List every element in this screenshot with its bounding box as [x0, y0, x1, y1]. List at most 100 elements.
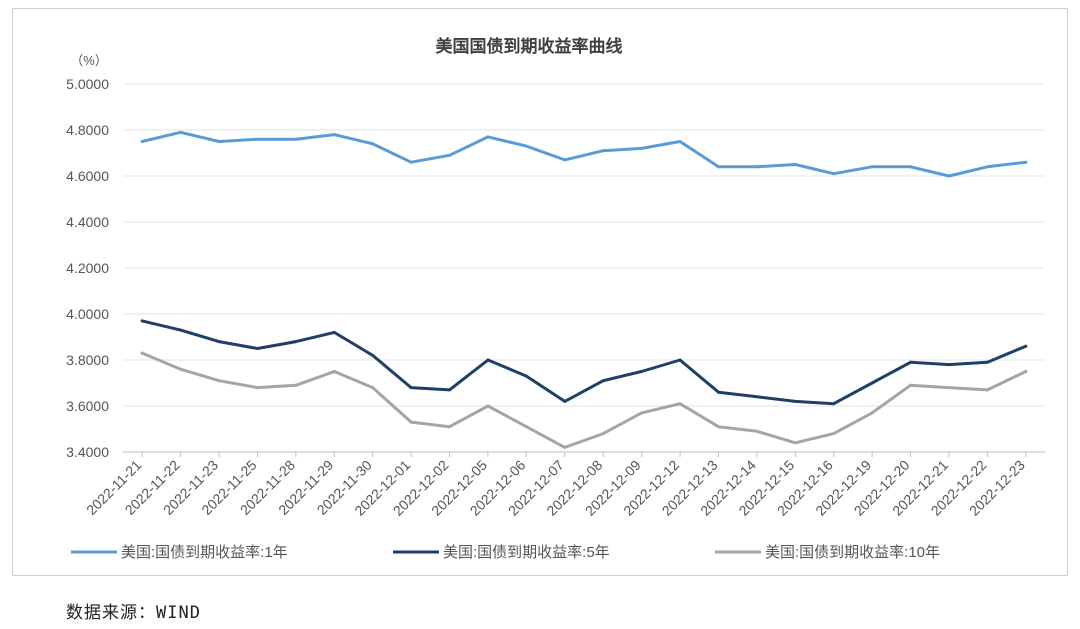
- data-point: [985, 165, 989, 169]
- data-point: [409, 420, 413, 424]
- data-point: [179, 130, 183, 134]
- data-point: [1024, 370, 1028, 373]
- data-point: [524, 425, 528, 429]
- chart-frame: 美国国债到期收益率曲线 （%） 5.0000 4.8000 4.6000 4.4000…: [12, 8, 1068, 576]
- series-lines: [140, 130, 1028, 449]
- data-point: [985, 360, 989, 364]
- line-chart: 美国国债到期收益率曲线 （%） 5.0000 4.8000 4.6000 4.4000…: [66, 36, 1045, 561]
- y-tick-label: 3.8000: [66, 352, 109, 368]
- y-tick-label: 3.4000: [66, 444, 109, 460]
- data-point: [832, 172, 836, 176]
- data-point: [870, 165, 874, 169]
- data-point: [985, 388, 989, 392]
- data-point: [678, 402, 682, 406]
- y-tick-label: 4.0000: [66, 306, 109, 322]
- data-point: [716, 390, 720, 394]
- data-point: [601, 432, 605, 436]
- data-point: [371, 142, 375, 146]
- series-line-1: [140, 130, 1028, 178]
- data-point: [563, 445, 567, 449]
- y-tick-label: 4.4000: [66, 214, 109, 230]
- data-point: [1024, 160, 1028, 164]
- data-point: [755, 395, 759, 399]
- data-point: [294, 340, 298, 344]
- data-point: [448, 388, 452, 392]
- data-point: [179, 367, 183, 371]
- data-point: [294, 137, 298, 141]
- data-point: [832, 432, 836, 436]
- data-point: [755, 429, 759, 433]
- data-point: [909, 383, 913, 387]
- data-point: [716, 165, 720, 169]
- data-point: [140, 140, 144, 143]
- y-tick-label: 4.6000: [66, 168, 109, 184]
- legend-label: 美国:国债到期收益率:10年: [765, 544, 940, 561]
- data-point: [179, 328, 183, 332]
- data-point: [217, 379, 221, 383]
- data-point: [793, 441, 797, 445]
- data-point: [255, 386, 259, 390]
- legend-item: 美国:国债到期收益率:1年: [71, 544, 288, 561]
- data-point: [409, 160, 413, 164]
- data-point: [563, 158, 567, 162]
- legend: 美国:国债到期收益率:1年 美国:国债到期收益率:5年 美国:国债到期收益率:10年: [71, 544, 940, 561]
- data-point: [601, 149, 605, 153]
- y-axis-ticks: 5.0000 4.8000 4.6000 4.4000 4.2000 4.0000 3.80…: [66, 76, 109, 460]
- data-point: [947, 174, 951, 178]
- y-tick-label: 3.6000: [66, 398, 109, 414]
- data-point: [140, 319, 144, 323]
- legend-item: 美国:国债到期收益率:5年: [393, 544, 610, 561]
- data-point: [947, 363, 951, 367]
- source-note: 数据来源：WIND: [66, 603, 201, 623]
- data-point: [601, 379, 605, 383]
- data-point: [524, 374, 528, 378]
- data-point: [486, 404, 490, 408]
- y-tick-label: 4.2000: [66, 260, 109, 276]
- data-point: [294, 383, 298, 387]
- series-line-3: [140, 351, 1028, 449]
- data-point: [640, 146, 644, 150]
- data-point: [332, 330, 336, 334]
- data-point: [563, 399, 567, 403]
- data-point: [870, 411, 874, 415]
- data-point: [1024, 344, 1028, 348]
- data-point: [678, 358, 682, 362]
- y-tick-label: 5.0000: [66, 76, 109, 92]
- data-point: [486, 135, 490, 139]
- data-point: [909, 360, 913, 364]
- data-point: [524, 144, 528, 148]
- data-point: [870, 381, 874, 385]
- data-point: [371, 386, 375, 390]
- data-point: [716, 425, 720, 429]
- y-axis-unit: （%）: [70, 53, 108, 68]
- data-point: [486, 358, 490, 362]
- data-point: [255, 137, 259, 141]
- data-point: [217, 140, 221, 143]
- series-line-2: [140, 319, 1028, 406]
- data-point: [448, 153, 452, 157]
- data-point: [947, 386, 951, 390]
- data-point: [909, 165, 913, 169]
- data-point: [217, 340, 221, 344]
- data-point: [332, 370, 336, 373]
- data-point: [332, 133, 336, 137]
- data-point: [255, 347, 259, 350]
- data-point: [371, 353, 375, 357]
- data-point: [640, 370, 644, 373]
- gridlines: [123, 83, 1045, 453]
- chart-title: 美国国债到期收益率曲线: [436, 36, 623, 56]
- data-point: [832, 402, 836, 406]
- data-point: [793, 163, 797, 166]
- data-point: [755, 165, 759, 169]
- data-point: [140, 351, 144, 355]
- legend-item: 美国:国债到期收益率:10年: [715, 544, 940, 561]
- data-point: [678, 140, 682, 143]
- y-tick-label: 4.8000: [66, 122, 109, 138]
- data-point: [793, 399, 797, 403]
- data-point: [448, 425, 452, 429]
- data-point: [640, 411, 644, 415]
- legend-label: 美国:国债到期收益率:1年: [121, 544, 288, 561]
- x-axis-ticks: 2022-11-212022-11-222022-11-232022-11-25…: [83, 452, 1028, 519]
- legend-label: 美国:国债到期收益率:5年: [443, 544, 610, 561]
- data-point: [409, 386, 413, 390]
